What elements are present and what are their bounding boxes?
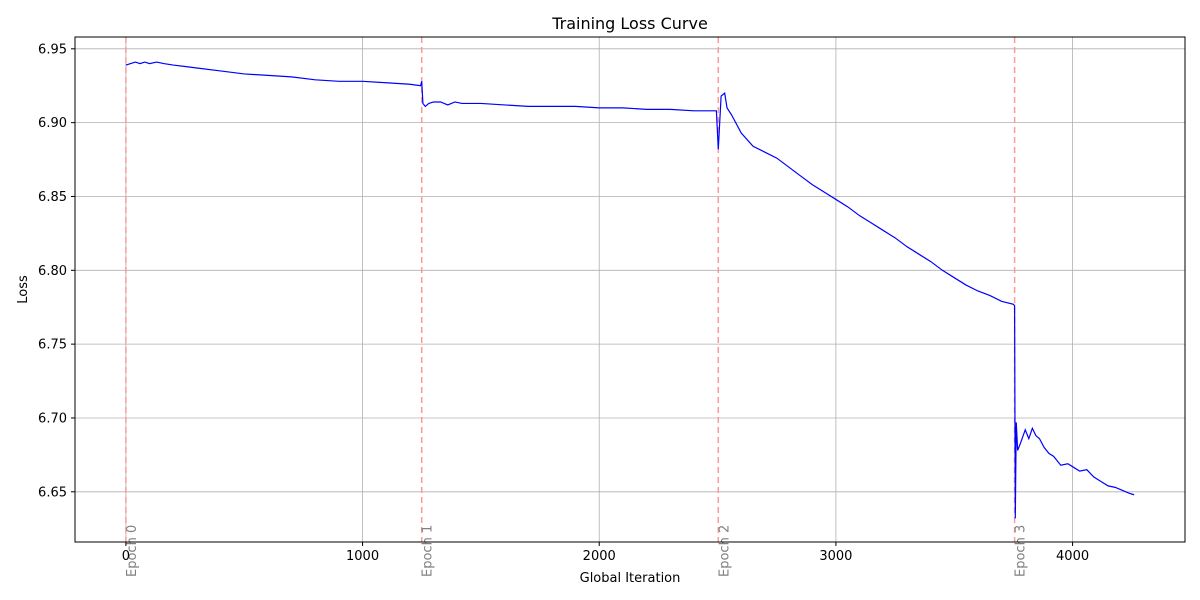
epoch-marker-label: Epoch 3 xyxy=(1014,525,1029,577)
grid xyxy=(75,37,1185,542)
loss-series-line xyxy=(125,61,1135,519)
epoch-marker-label: Epoch 0 xyxy=(125,525,140,577)
y-tick-label: 6.95 xyxy=(38,42,67,57)
y-tick-label: 6.70 xyxy=(38,411,67,426)
axis-ticks: 0 1000 2000 3000 4000 6.65 6.70 6.75 6.80 6.85 6.9… xyxy=(38,42,1089,564)
x-tick-label: 2000 xyxy=(583,549,616,564)
x-tick-label: 1000 xyxy=(346,549,379,564)
y-tick-label: 6.90 xyxy=(38,116,67,131)
y-tick-label: 6.65 xyxy=(38,485,67,500)
x-tick-label: 3000 xyxy=(819,549,852,564)
x-axis-title: Global Iteration xyxy=(580,571,681,586)
x-tick-label: 0 xyxy=(122,549,130,564)
chart-title: Training Loss Curve xyxy=(551,14,708,33)
plot-frame xyxy=(74,36,1186,543)
x-tick-label: 4000 xyxy=(1056,549,1089,564)
epoch-markers: Epoch 0 Epoch 1 Epoch 2 Epoch 3 xyxy=(125,37,1029,577)
epoch-marker-label: Epoch 1 xyxy=(421,525,436,577)
y-tick-label: 6.85 xyxy=(38,190,67,205)
y-tick-label: 6.80 xyxy=(38,264,67,279)
epoch-marker-label: Epoch 2 xyxy=(717,525,732,577)
y-tick-label: 6.75 xyxy=(38,338,67,353)
y-axis-title: Loss xyxy=(16,275,31,304)
